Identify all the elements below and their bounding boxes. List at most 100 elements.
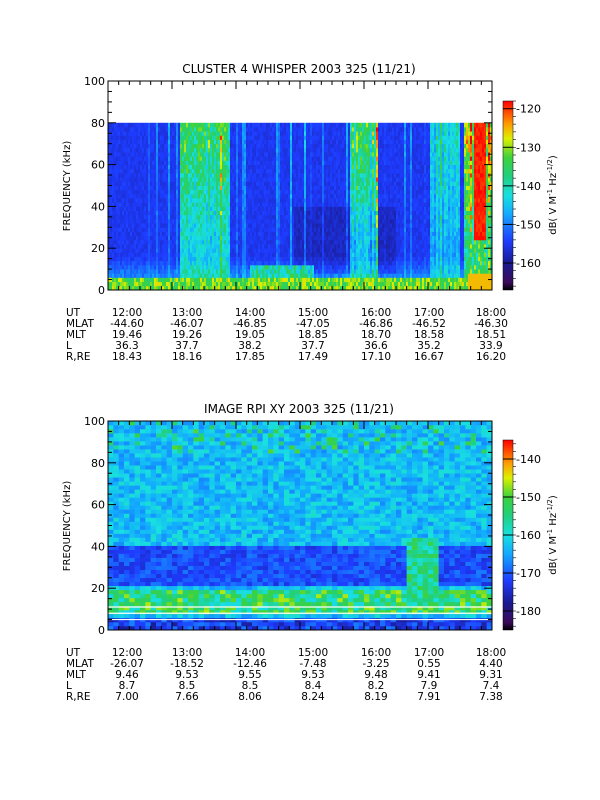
spectrogram-cell: [210, 218, 213, 224]
spectrogram-cell: [216, 135, 219, 140]
spectrogram-cell: [230, 193, 233, 199]
spectrogram-cell: [244, 126, 247, 132]
spectrogram-cell: [326, 214, 329, 220]
spectrogram-cell: [148, 214, 151, 220]
spectrogram-cell: [180, 210, 183, 216]
spectrogram-cell: [162, 256, 165, 262]
spectrogram-cell: [148, 244, 151, 249]
spectrogram-cell: [304, 126, 307, 132]
spectrogram-cell: [332, 185, 335, 191]
spectrogram-cell: [232, 164, 235, 170]
spectrogram-cell: [268, 218, 271, 224]
spectrogram-cell: [182, 223, 185, 228]
spectrogram-cell: [346, 168, 349, 174]
spectrogram-cell: [194, 198, 197, 203]
spectrogram-cell: [228, 177, 231, 182]
spectrogram-cell: [202, 206, 205, 211]
spectrogram-cell: [132, 122, 135, 128]
spectrogram-cell: [186, 231, 189, 237]
spectrogram-cell: [266, 131, 269, 136]
spectrogram-cell: [252, 177, 255, 182]
spectrogram-cell: [178, 223, 181, 228]
spectrogram-cell: [116, 198, 119, 203]
spectrogram-cell: [302, 248, 305, 253]
spectrogram-cell: [188, 264, 191, 270]
spectrogram-cell: [200, 260, 203, 266]
spectrogram-cell: [308, 210, 311, 216]
spectrogram-cell: [132, 214, 135, 220]
spectrogram-cell: [318, 131, 321, 136]
spectrogram-cell: [332, 160, 335, 165]
spectrogram-cell: [332, 126, 335, 132]
spectrogram-cell: [340, 160, 343, 165]
spectrogram-cell: [182, 126, 185, 132]
spectrogram-cell: [176, 273, 179, 278]
spectrogram-cell: [258, 206, 261, 211]
spectrogram-cell: [264, 273, 267, 278]
spectrogram-cell: [256, 122, 259, 128]
spectrogram-cell: [262, 143, 265, 149]
spectrogram-cell: [312, 214, 315, 220]
spectrogram-cell: [256, 264, 259, 270]
spectrogram-cell: [316, 244, 319, 249]
spectrogram-cell: [184, 277, 187, 283]
spectrogram-cell: [268, 177, 271, 182]
spectrogram-cell: [128, 156, 131, 161]
spectrogram-cell: [170, 177, 173, 182]
spectrogram-cell: [272, 244, 275, 249]
spectrogram-cell: [136, 152, 139, 157]
spectrogram-cell: [198, 239, 201, 245]
spectrogram-cell: [170, 164, 173, 170]
spectrogram-cell: [150, 164, 153, 170]
spectrogram-cell: [158, 185, 161, 191]
spectrogram-cell: [238, 164, 241, 170]
spectrogram-cell: [134, 260, 137, 266]
spectrogram-cell: [328, 264, 331, 270]
spectrogram-cell: [342, 210, 345, 216]
spectrogram-cell: [304, 281, 307, 287]
spectrogram-cell: [354, 164, 357, 170]
spectrogram-cell: [152, 269, 155, 274]
spectrogram-cell: [264, 227, 267, 232]
spectrogram-cell: [290, 273, 293, 278]
spectrogram-cell: [324, 198, 327, 203]
spectrogram-cell: [340, 202, 343, 207]
spectrogram-cell: [330, 277, 333, 283]
spectrogram-cell: [188, 160, 191, 165]
spectrogram-cell: [144, 252, 147, 257]
spectrogram-cell: [116, 172, 119, 178]
spectrogram-cell: [150, 156, 153, 161]
spectrogram-cell: [328, 156, 331, 161]
spectrogram-cell: [302, 147, 305, 153]
spectrogram-cell: [338, 152, 341, 157]
spectrogram-cell: [178, 126, 181, 132]
spectrogram-cell: [112, 189, 115, 195]
spectrogram-cell: [134, 193, 137, 199]
spectrogram-cell: [142, 244, 145, 249]
spectrogram-cell: [330, 189, 333, 195]
spectrogram-cell: [206, 193, 209, 199]
spectrogram-cell: [154, 160, 157, 165]
spectrogram-cell: [184, 181, 187, 186]
spectrogram-cell: [252, 193, 255, 199]
spectrogram-cell: [304, 277, 307, 283]
spectrogram-cell: [160, 193, 163, 199]
spectrogram-cell: [114, 177, 117, 182]
spectrogram-cell: [240, 281, 243, 287]
spectrogram-cell: [178, 239, 181, 245]
spectrogram-cell: [210, 160, 213, 165]
spectrogram-cell: [284, 135, 287, 140]
spectrogram-cell: [304, 235, 307, 241]
spectrogram-cell: [330, 193, 333, 199]
spectrogram-cell: [322, 189, 325, 195]
spectrogram-cell: [318, 231, 321, 237]
spectrogram-cell: [122, 177, 125, 182]
spectrogram-cell: [292, 189, 295, 195]
spectrogram-cell: [248, 269, 251, 274]
spectrogram-cell: [238, 264, 241, 270]
spectrogram-cell: [142, 264, 145, 270]
spectrogram-cell: [200, 160, 203, 165]
spectrogram-cell: [142, 122, 145, 128]
spectrogram-cell: [180, 156, 183, 161]
spectrogram-cell: [146, 223, 149, 228]
